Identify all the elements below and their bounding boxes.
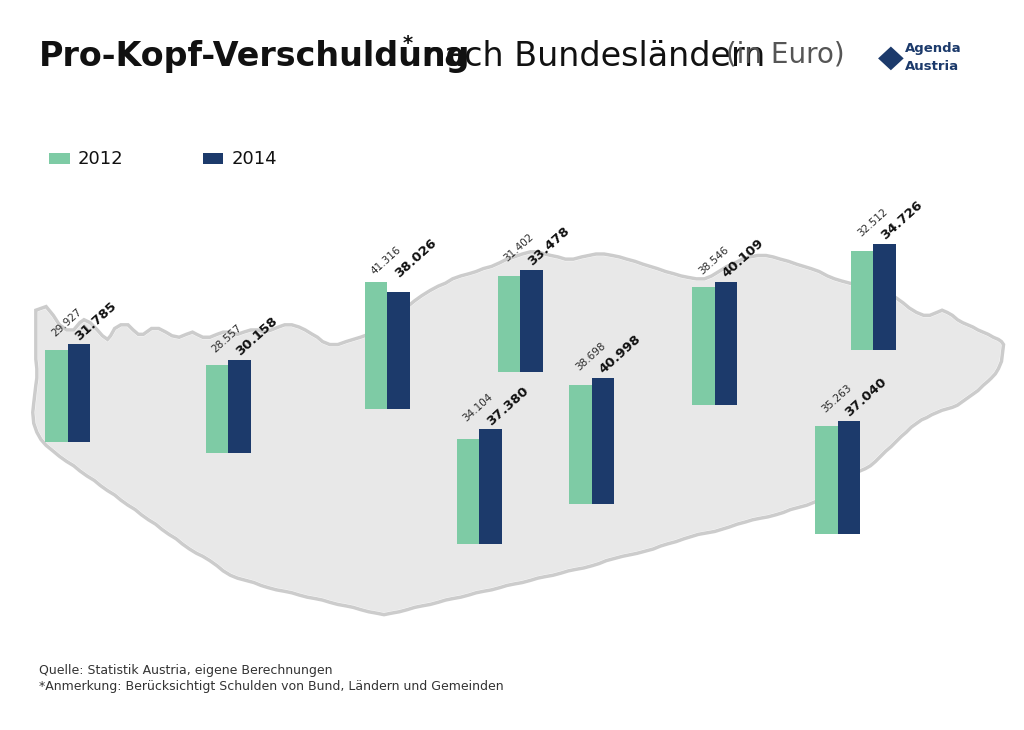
Bar xyxy=(715,283,737,405)
Text: 34.104: 34.104 xyxy=(461,391,495,423)
Text: 38.026: 38.026 xyxy=(392,237,438,280)
Text: 38.546: 38.546 xyxy=(696,245,730,277)
Bar xyxy=(520,269,543,372)
Bar xyxy=(49,153,70,164)
Text: 31.785: 31.785 xyxy=(73,299,119,343)
Text: 40.998: 40.998 xyxy=(597,333,643,377)
Bar xyxy=(498,276,520,372)
Bar xyxy=(228,360,251,453)
Text: 41.316: 41.316 xyxy=(369,245,402,276)
Text: 29.927: 29.927 xyxy=(49,307,83,339)
Text: 35.263: 35.263 xyxy=(819,383,853,415)
Bar xyxy=(68,345,90,442)
Text: 33.478: 33.478 xyxy=(525,224,571,268)
Text: 31.402: 31.402 xyxy=(502,232,536,264)
Bar xyxy=(692,287,715,405)
Text: Pro-Kopf-Verschuldung: Pro-Kopf-Verschuldung xyxy=(39,40,470,73)
Bar xyxy=(873,244,896,350)
Bar xyxy=(815,426,838,534)
Bar xyxy=(838,420,860,534)
Text: 30.158: 30.158 xyxy=(233,315,280,358)
Bar xyxy=(851,250,873,350)
Text: 38.698: 38.698 xyxy=(573,340,607,372)
Text: *Anmerkung: Berücksichtigt Schulden von Bund, Ländern und Gemeinden: *Anmerkung: Berücksichtigt Schulden von … xyxy=(39,680,504,694)
Text: 37.380: 37.380 xyxy=(484,384,530,428)
Text: 2014: 2014 xyxy=(231,150,278,168)
Bar xyxy=(203,153,223,164)
Bar xyxy=(592,378,614,504)
Bar xyxy=(45,350,68,442)
Text: 34.726: 34.726 xyxy=(879,199,925,242)
Text: 32.512: 32.512 xyxy=(855,207,889,238)
Bar xyxy=(206,365,228,453)
Polygon shape xyxy=(879,47,903,70)
Bar xyxy=(387,292,410,409)
Text: 37.040: 37.040 xyxy=(843,375,889,419)
Text: Agenda: Agenda xyxy=(905,42,962,55)
Polygon shape xyxy=(33,252,1004,615)
Bar xyxy=(569,385,592,504)
Text: Quelle: Statistik Austria, eigene Berechnungen: Quelle: Statistik Austria, eigene Berech… xyxy=(39,664,333,677)
Text: nach Bundesländern: nach Bundesländern xyxy=(412,40,765,73)
Text: 28.557: 28.557 xyxy=(210,323,244,354)
Bar xyxy=(479,429,502,544)
Text: *: * xyxy=(402,34,413,53)
Bar xyxy=(457,439,479,544)
Bar xyxy=(365,282,387,409)
Text: 40.109: 40.109 xyxy=(720,237,766,281)
Text: (in Euro): (in Euro) xyxy=(717,40,845,68)
Text: 2012: 2012 xyxy=(78,150,124,168)
Text: Austria: Austria xyxy=(905,60,959,73)
